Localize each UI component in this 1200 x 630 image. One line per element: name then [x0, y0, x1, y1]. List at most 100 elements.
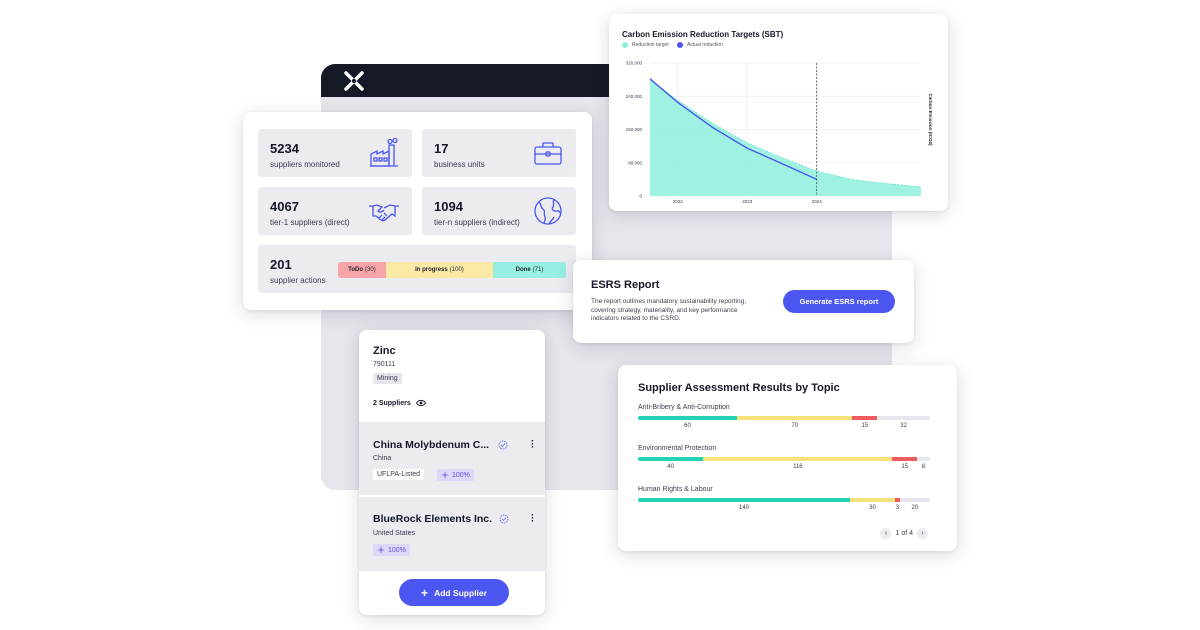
- y-tick-label: 80,000: [628, 160, 642, 165]
- stat-value: 201: [270, 257, 292, 272]
- supplier-name: BlueRock Elements Inc.: [373, 513, 493, 525]
- stat-label: supplier actions: [270, 276, 326, 285]
- topic-bar-segment: [916, 457, 930, 461]
- pagination: ‹ 1 of 4 ›: [876, 528, 932, 539]
- stats-card: 5234 suppliers monitored 17 business uni…: [243, 112, 592, 310]
- stat-label: business units: [434, 160, 485, 169]
- segment-value: 3: [895, 505, 900, 511]
- topic-bar-segment: [899, 498, 930, 502]
- briefcase-icon: [534, 142, 562, 165]
- segment-value: 116: [793, 464, 803, 470]
- segment-value: 32: [900, 423, 907, 429]
- supplier-row[interactable]: BlueRock Elements Inc. · · · United States…: [359, 497, 545, 571]
- assessment-title: Supplier Assessment Results by Topic: [638, 382, 840, 394]
- stat-tile-supplier-actions[interactable]: 201 supplier actions ToDo (30) In progres…: [258, 245, 576, 293]
- topic-bar: [638, 498, 930, 502]
- y-tick-label: 0: [639, 194, 642, 199]
- topic-result[interactable]: Anti-Bribery & Anti-Corruption 60 70 15 32: [638, 404, 930, 429]
- stat-value: 5234: [270, 141, 299, 156]
- material-name: Zinc: [373, 345, 396, 357]
- stat-tile-suppliers-monitored[interactable]: 5234 suppliers monitored: [258, 129, 412, 177]
- topic-result[interactable]: Environmental Protection 40 116 15 8: [638, 445, 930, 470]
- stat-tile-business-units[interactable]: 17 business units: [422, 129, 576, 177]
- topic-bar-segment: [736, 416, 853, 420]
- esrs-description: The report outlines mandatory sustainabi…: [591, 298, 746, 322]
- segment-value: 70: [791, 423, 799, 429]
- y-tick-label: 320,000: [626, 61, 643, 66]
- actions-done-segment[interactable]: Done (71): [493, 262, 566, 278]
- segment-value: 60: [684, 423, 691, 429]
- brand-logo-icon[interactable]: [343, 70, 365, 92]
- stat-tile-tiern-suppliers[interactable]: 1094 tier-n suppliers (indirect): [422, 187, 576, 235]
- material-supplier-card: Zinc 790111 Mining 2 Suppliers China Mol…: [359, 330, 545, 615]
- series-line-actual-reduction: [649, 78, 818, 181]
- factory-icon: [370, 137, 398, 167]
- topic-name: Environmental Protection: [638, 445, 717, 452]
- handshake-icon: [369, 204, 399, 222]
- page-indicator: 1 of 4: [895, 530, 913, 537]
- topic-bar-segment: [849, 498, 896, 502]
- carbon-chart-plot: 0 80,000 160,000 240,000 320,000 2022 2023 2024…: [626, 61, 933, 205]
- topic-bar-segment: [852, 416, 878, 420]
- series-line-reduction-target: [649, 79, 922, 188]
- add-supplier-button[interactable]: + Add Supplier: [399, 579, 509, 606]
- topic-result[interactable]: Human Rights & Labour 140 30 3 20: [638, 486, 930, 511]
- chevron-right-icon[interactable]: ›: [917, 528, 928, 539]
- stat-value: 4067: [270, 199, 299, 214]
- topic-bar-segment: [895, 498, 900, 502]
- y-tick-label: 160,000: [626, 127, 643, 132]
- eye-icon: [415, 399, 426, 407]
- chart-title: Carbon Emission Reduction Targets (SBT): [622, 30, 784, 39]
- material-header: Zinc 790111 Mining 2 Suppliers: [359, 330, 545, 422]
- x-tick-label: 2022: [673, 199, 684, 204]
- y-tick-label: 240,000: [626, 94, 643, 99]
- segment-value: 40: [667, 464, 674, 470]
- actions-todo-segment[interactable]: ToDo (30): [338, 262, 386, 278]
- legend-reduction-target[interactable]: Reduction target: [622, 42, 669, 48]
- stat-value: 17: [434, 141, 449, 156]
- stat-label: tier-1 suppliers (direct): [270, 218, 350, 227]
- segment-value: 8: [921, 464, 926, 470]
- verified-badge-icon: [498, 440, 508, 450]
- carbon-chart-card: Carbon Emission Reduction Targets (SBT) …: [609, 14, 948, 211]
- segment-value: 15: [901, 464, 909, 470]
- chevron-left-icon[interactable]: ‹: [880, 528, 892, 539]
- generate-esrs-report-button[interactable]: Generate ESRS report: [783, 290, 895, 313]
- material-code: 790111: [373, 361, 396, 368]
- supplier-row[interactable]: China Molybdenum C... · · · China UFLPA-Li…: [359, 422, 545, 495]
- stat-label: tier-n suppliers (indirect): [434, 218, 520, 227]
- actions-in-progress-segment[interactable]: In progress (100): [385, 262, 494, 278]
- score-badge: 100%: [373, 544, 410, 556]
- esrs-title: ESRS Report: [591, 279, 660, 291]
- topic-bar-segment: [638, 416, 737, 420]
- topic-bar-segment: [877, 416, 930, 420]
- topic-bar-segment: [638, 498, 850, 502]
- segment-value: 140: [738, 505, 749, 511]
- stat-tile-tier1-suppliers[interactable]: 4067 tier-1 suppliers (direct): [258, 187, 412, 235]
- score-badge: 100%: [437, 469, 474, 481]
- series-area-reduction-target: [650, 79, 921, 196]
- supplier-country: China: [373, 455, 392, 462]
- topic-name: Anti-Bribery & Anti-Corruption: [638, 404, 730, 411]
- supplier-country: United States: [373, 530, 416, 537]
- actions-status-bar: ToDo (30) In progress (100) Done (71): [338, 262, 566, 278]
- x-tick-label: 2024: [812, 199, 823, 204]
- kebab-menu-icon[interactable]: · · ·: [531, 510, 535, 527]
- topic-bar: [638, 416, 930, 420]
- segment-value: 30: [869, 505, 876, 511]
- material-category-tag: Mining: [373, 373, 402, 384]
- x-tick-label: 2023: [742, 199, 753, 204]
- topic-name: Human Rights & Labour: [638, 486, 713, 493]
- sparkle-icon: [377, 546, 385, 554]
- uflpa-tag: UFLPA-Listed: [373, 469, 425, 480]
- kebab-menu-icon[interactable]: · · ·: [531, 436, 535, 453]
- topic-bar-segment: [703, 457, 893, 461]
- esrs-report-card: ESRS Report The report outlines mandator…: [573, 260, 914, 343]
- topic-bar-segment: [638, 457, 704, 461]
- supplier-name: China Molybdenum C...: [373, 439, 490, 451]
- legend-actual-reduction[interactable]: Actual reduction: [677, 42, 723, 48]
- assessment-results-card: Supplier Assessment Results by Topic Ant…: [618, 365, 957, 551]
- sparkle-icon: [441, 471, 449, 479]
- suppliers-count-toggle[interactable]: 2 Suppliers: [373, 399, 426, 407]
- topic-bar-segment: [892, 457, 917, 461]
